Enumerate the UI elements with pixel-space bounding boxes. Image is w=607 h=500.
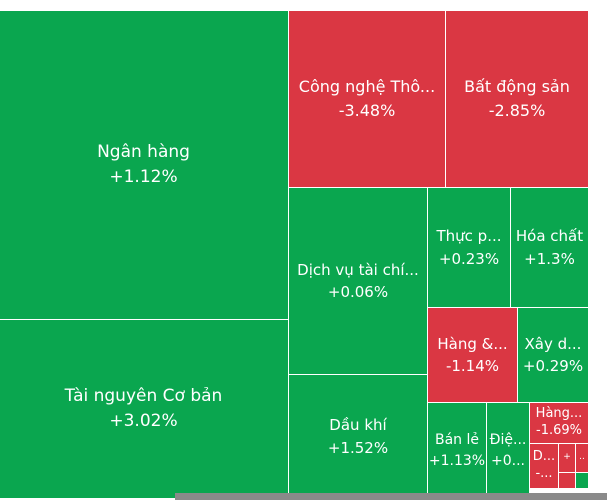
tile-change: -... [535, 466, 553, 481]
tile-name: Tài nguyên Cơ bản [64, 385, 223, 406]
tile-change: -1.14% [445, 357, 500, 375]
tile-hang-ca-nhan[interactable]: Hàng &... -1.14% [427, 307, 518, 403]
tile-ngan-hang[interactable]: Ngân hàng +1.12% [0, 10, 289, 320]
tile-xay-dung[interactable]: Xây d... +0.29% [517, 307, 589, 403]
tile-hoa-chat[interactable]: Hóa chất +1.3% [510, 187, 589, 308]
scrollbar[interactable] [175, 493, 607, 500]
tile-change: +0.29% [522, 357, 584, 375]
tile-hang-2[interactable]: Hàng... -1.69% [529, 402, 589, 444]
tile-name: + [563, 452, 571, 463]
tile-name: Dầu khí [329, 416, 387, 434]
tile-change: +0.06% [327, 283, 389, 301]
tile-name: Điệ... [489, 431, 527, 448]
tile-change: +1.13% [428, 452, 486, 469]
tile-tai-nguyen-co-ban[interactable]: Tài nguyên Cơ bản +3.02% [0, 319, 289, 499]
tile-change: +1.12% [109, 167, 178, 187]
tile-d-small[interactable]: D... -... [529, 443, 559, 489]
tile-name: Dịch vụ tài chí... [297, 260, 419, 279]
tile-mini-green[interactable] [575, 472, 589, 489]
tile-name: Công nghệ Thô... [298, 77, 436, 96]
tile-change: +3.02% [109, 411, 178, 431]
tile-change: +1.52% [327, 438, 389, 457]
tile-name: Bán lẻ [434, 431, 479, 448]
tile-name: Hàng &... [437, 334, 508, 353]
tile-ban-le[interactable]: Bán lẻ +1.13% [427, 402, 487, 499]
tile-name: .. [579, 452, 585, 463]
tile-name: D... [532, 449, 556, 465]
tile-name: Bất động sản [464, 77, 570, 96]
tile-name: Thực p... [436, 227, 502, 245]
tile-change: +0.23% [438, 249, 500, 268]
tile-dien[interactable]: Điệ... +0... [486, 402, 530, 499]
tile-change: -2.85% [488, 101, 546, 120]
tile-name: Hàng... [535, 406, 583, 422]
tile-dich-vu-tai-chinh[interactable]: Dịch vụ tài chí... +0.06% [288, 187, 428, 375]
tile-name: Xây d... [524, 334, 582, 353]
tile-change: -3.48% [338, 101, 396, 120]
tile-name: Hóa chất [515, 227, 584, 245]
tile-change: +1.3% [524, 249, 575, 268]
tile-change: -1.69% [536, 423, 582, 438]
tile-cong-nghe[interactable]: Công nghệ Thô... -3.48% [288, 10, 446, 188]
tile-mini-red[interactable] [558, 472, 576, 489]
tile-plus-small[interactable]: + [558, 443, 576, 473]
tile-change: +0... [491, 452, 525, 469]
tile-dau-khi[interactable]: Dầu khí +1.52% [288, 374, 428, 499]
tile-name: Ngân hàng [97, 141, 190, 162]
tile-dots-small[interactable]: .. [575, 443, 589, 473]
tile-bat-dong-san[interactable]: Bất động sản -2.85% [445, 10, 589, 188]
tile-thuc-pham[interactable]: Thực p... +0.23% [427, 187, 511, 308]
